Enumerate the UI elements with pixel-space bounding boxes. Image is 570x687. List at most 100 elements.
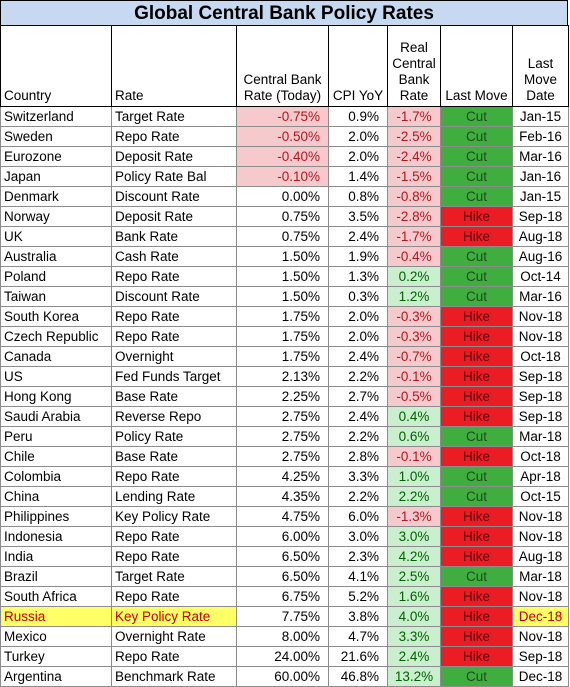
cell-country: Eurozone (0, 146, 112, 167)
cell-last-move: Hike (440, 606, 513, 627)
cell-cb-rate: 2.75% (236, 426, 329, 447)
cell-rate: Target Rate (111, 106, 237, 127)
cell-last-move: Cut (440, 466, 513, 487)
cell-country: Norway (0, 206, 112, 227)
cell-country: Indonesia (0, 526, 112, 547)
cell-last-move: Hike (440, 446, 513, 467)
cell-country: Saudi Arabia (0, 406, 112, 427)
cell-real-rate: -2.4% (387, 146, 441, 167)
table-row: Mexico Overnight Rate 8.00% 4.7% 3.3% Hike Nov… (0, 626, 569, 647)
header-date-line2: Move (523, 72, 557, 87)
header-real-line1: Real (400, 40, 428, 55)
table-row: Australia Cash Rate 1.50% 1.9% -0.4% Cut Aug-1… (0, 246, 569, 267)
cell-real-rate: 1.6% (387, 586, 441, 607)
cell-country: Peru (0, 426, 112, 447)
table-row: Hong Kong Base Rate 2.25% 2.7% -0.5% Hike Sep-… (0, 386, 569, 407)
cell-real-rate: 13.2% (387, 666, 441, 687)
cell-last-move-date: Sep-18 (512, 406, 569, 427)
cell-rate: Repo Rate (111, 646, 237, 667)
table-row: Switzerland Target Rate -0.75% 0.9% -1.7% Cut… (0, 106, 569, 127)
cell-country: Australia (0, 246, 112, 267)
cell-rate: Lending Rate (111, 486, 237, 507)
table-row: Norway Deposit Rate 0.75% 3.5% -2.8% Hike Sep-… (0, 206, 569, 227)
header-real-line4: Rate (399, 88, 429, 103)
cell-rate: Discount Rate (111, 286, 237, 307)
cell-rate: Repo Rate (111, 326, 237, 347)
cell-cb-rate: 0.00% (236, 186, 329, 207)
table-row: Russia Key Policy Rate 7.75% 3.8% 4.0% Hike De… (0, 606, 569, 627)
table-row: Taiwan Discount Rate 1.50% 0.3% 1.2% Cut Mar-1… (0, 286, 569, 307)
cell-cpi: 1.4% (328, 166, 388, 187)
cell-cb-rate: 4.75% (236, 506, 329, 527)
header-date-line1: Last (527, 56, 554, 71)
cell-cb-rate: 7.75% (236, 606, 329, 627)
header-cb-rate: Central Bank Rate (Today) (236, 25, 329, 107)
cell-last-move: Cut (440, 106, 513, 127)
cell-country: Colombia (0, 466, 112, 487)
cell-last-move: Hike (440, 586, 513, 607)
cell-cpi: 2.0% (328, 326, 388, 347)
cell-rate: Base Rate (111, 446, 237, 467)
cell-country: South Korea (0, 306, 112, 327)
cell-cb-rate: 1.50% (236, 286, 329, 307)
header-last-move-date: Last Move Date (512, 25, 569, 107)
cell-last-move: Hike (440, 626, 513, 647)
table-row: Saudi Arabia Reverse Repo 2.75% 2.4% 0.4% Hik… (0, 406, 569, 427)
cell-real-rate: -1.3% (387, 506, 441, 527)
cell-cb-rate: 6.00% (236, 526, 329, 547)
table-row: Turkey Repo Rate 24.00% 21.6% 2.4% Hike Sep-18 (0, 646, 569, 667)
header-real-rate: Real Central Bank Rate (387, 25, 441, 107)
cell-last-move-date: Oct-18 (512, 446, 569, 467)
cell-real-rate: 2.4% (387, 646, 441, 667)
cell-last-move-date: Aug-16 (512, 246, 569, 267)
cell-cb-rate: 0.75% (236, 206, 329, 227)
cell-cpi: 2.2% (328, 366, 388, 387)
table-row: Argentina Benchmark Rate 60.00% 46.8% 13.2% C… (0, 666, 569, 687)
cell-real-rate: 3.3% (387, 626, 441, 647)
cell-rate: Fed Funds Target (111, 366, 237, 387)
cell-real-rate: -0.1% (387, 366, 441, 387)
cell-cb-rate: 4.25% (236, 466, 329, 487)
cell-real-rate: -0.8% (387, 186, 441, 207)
cell-cpi: 46.8% (328, 666, 388, 687)
cell-last-move: Cut (440, 166, 513, 187)
cell-country: Chile (0, 446, 112, 467)
cell-rate: Repo Rate (111, 266, 237, 287)
table-row: Colombia Repo Rate 4.25% 3.3% 1.0% Cut Apr-18 (0, 466, 569, 487)
table-row: UK Bank Rate 0.75% 2.4% -1.7% Hike Aug-18 (0, 226, 569, 247)
cell-last-move-date: Oct-14 (512, 266, 569, 287)
cell-last-move: Hike (440, 366, 513, 387)
table-row: Indonesia Repo Rate 6.00% 3.0% 3.0% Hike Nov-1… (0, 526, 569, 547)
cell-real-rate: -0.3% (387, 306, 441, 327)
cell-last-move-date: Aug-18 (512, 546, 569, 567)
cell-rate: Policy Rate (111, 426, 237, 447)
cell-country: South Africa (0, 586, 112, 607)
cell-cpi: 2.0% (328, 146, 388, 167)
cell-real-rate: 0.2% (387, 266, 441, 287)
cell-cpi: 2.3% (328, 546, 388, 567)
cell-last-move-date: Mar-18 (512, 566, 569, 587)
cell-cb-rate: 1.75% (236, 326, 329, 347)
cell-cb-rate: 1.75% (236, 346, 329, 367)
cell-rate: Repo Rate (111, 546, 237, 567)
cell-last-move: Hike (440, 646, 513, 667)
cell-country: Japan (0, 166, 112, 187)
cell-last-move-date: Nov-18 (512, 586, 569, 607)
cell-last-move: Hike (440, 306, 513, 327)
cell-last-move-date: Aug-18 (512, 226, 569, 247)
cell-cpi: 6.0% (328, 506, 388, 527)
cell-last-move-date: Sep-18 (512, 206, 569, 227)
cell-real-rate: 3.0% (387, 526, 441, 547)
header-row: Country Rate Central Bank Rate (Today) C… (0, 25, 569, 107)
cell-last-move: Cut (440, 566, 513, 587)
cell-rate: Discount Rate (111, 186, 237, 207)
cell-last-move-date: Dec-18 (512, 666, 569, 687)
cell-cpi: 4.1% (328, 566, 388, 587)
table-row: Eurozone Deposit Rate -0.40% 2.0% -2.4% Cut Ma… (0, 146, 569, 167)
cell-cb-rate: -0.75% (236, 106, 329, 127)
cell-cpi: 3.5% (328, 206, 388, 227)
header-country: Country (0, 25, 112, 107)
cell-real-rate: 2.2% (387, 486, 441, 507)
cell-cb-rate: 24.00% (236, 646, 329, 667)
cell-last-move: Hike (440, 226, 513, 247)
